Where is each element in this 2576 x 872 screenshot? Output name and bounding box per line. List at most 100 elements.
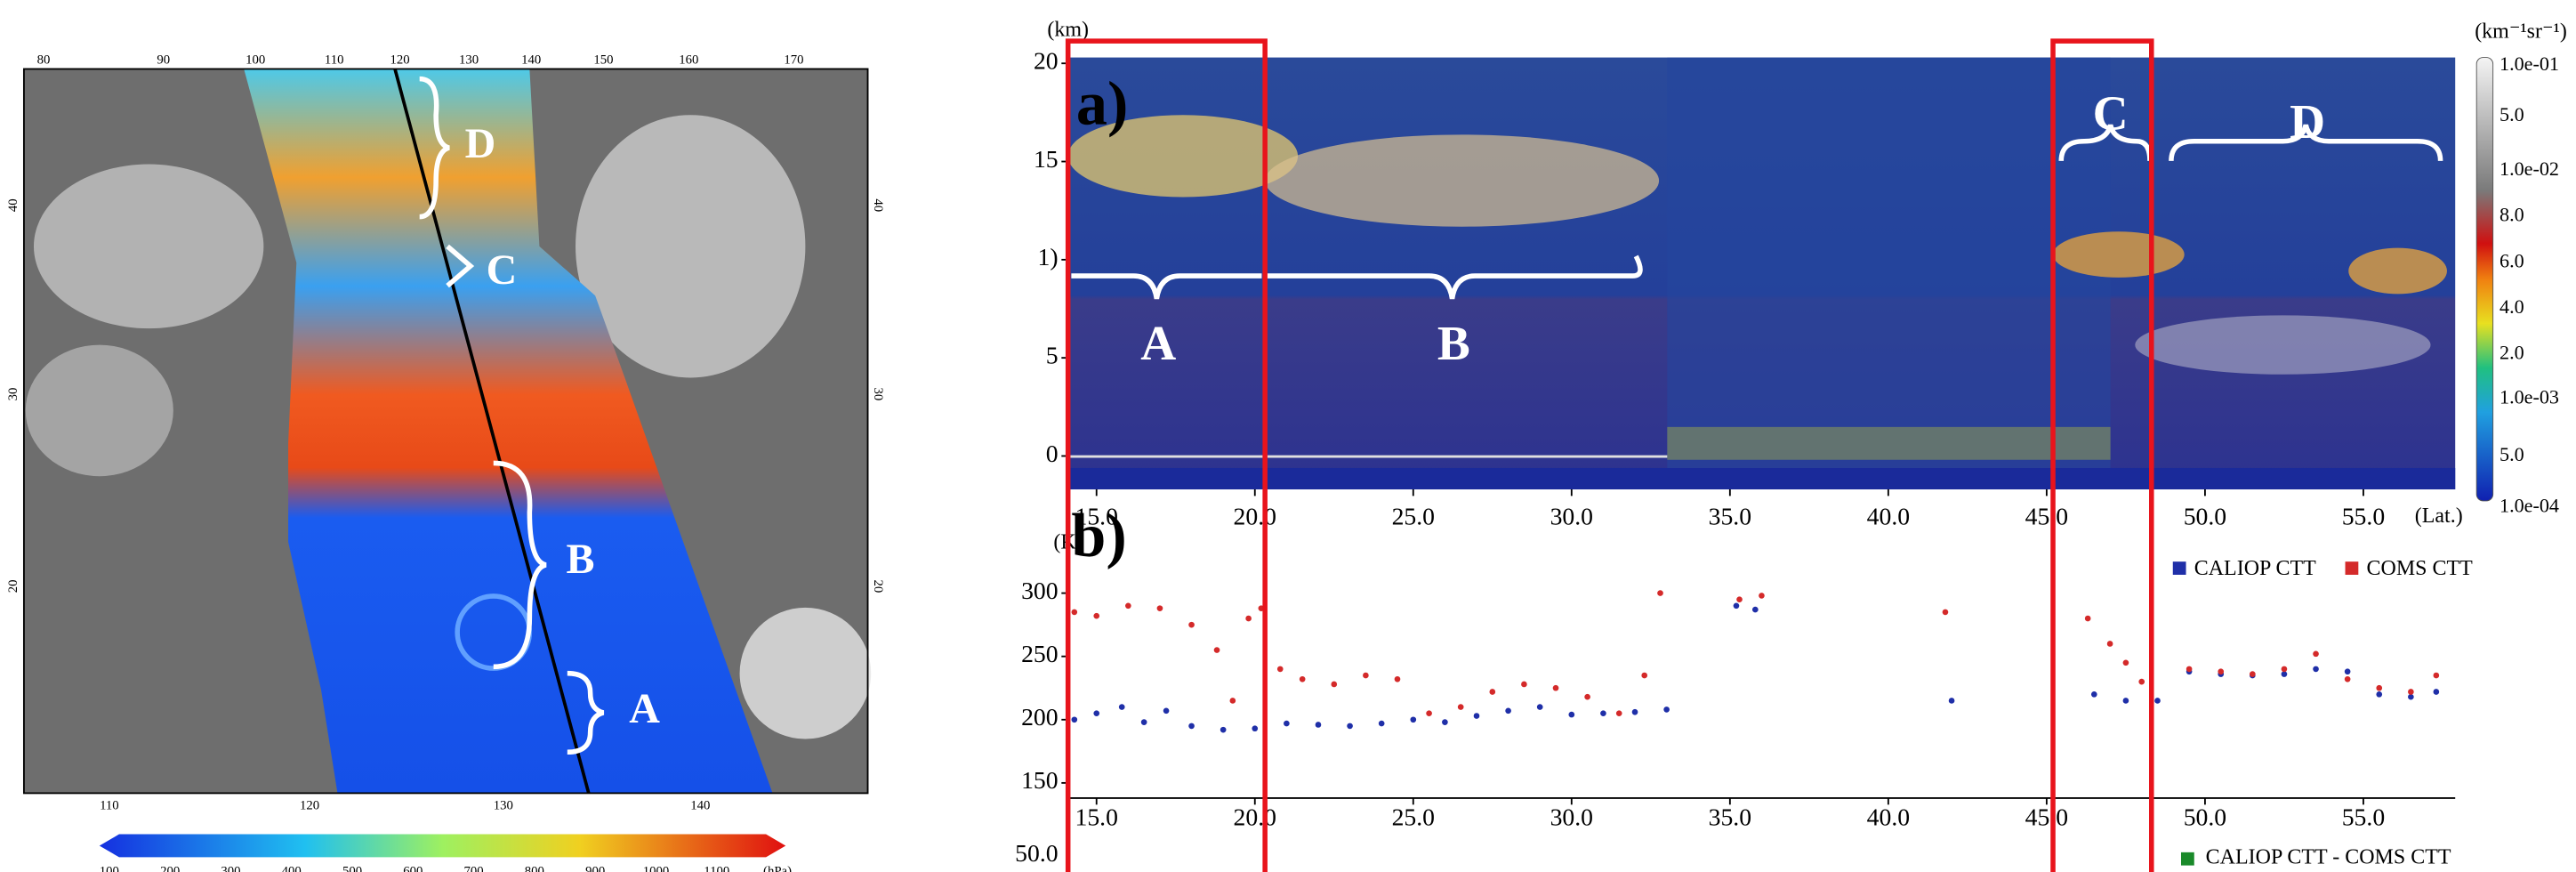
data-point: [1505, 707, 1511, 715]
data-point: [1663, 706, 1670, 713]
subsurface: [1067, 467, 2456, 489]
data-point: [1759, 593, 1765, 599]
colorbar-label: 1.0e-03: [2500, 386, 2559, 408]
data-point: [1521, 681, 1527, 688]
cloud: [25, 344, 173, 477]
brace: [1071, 254, 1643, 300]
data-point: [1213, 647, 1220, 653]
y-unit: (km): [1047, 19, 1089, 42]
data-point: [2408, 693, 2414, 700]
x-tick-label: 45.0: [2025, 803, 2068, 830]
data-point: [1733, 602, 1740, 610]
data-point: [1188, 723, 1195, 730]
data-point: [2090, 691, 2097, 698]
segment-label: A: [629, 685, 660, 732]
data-point: [2281, 671, 2288, 677]
cloud: [739, 607, 872, 739]
y-tick-label: 5: [1046, 342, 1059, 369]
data-point: [1163, 707, 1170, 715]
data-point: [2186, 666, 2193, 673]
brace: [419, 76, 450, 220]
colorbar-label: 1.0e-01: [2500, 52, 2559, 75]
pressure-colorbar: [99, 834, 786, 858]
data-point: [2122, 698, 2129, 704]
x-tick-label: 40.0: [1867, 803, 1910, 830]
data-point: [1156, 605, 1163, 611]
data-point: [1220, 726, 1227, 733]
legend-label: COMS CTT: [2367, 557, 2474, 580]
panel-a: [1067, 57, 2494, 502]
data-point: [1489, 689, 1496, 695]
data-point: [1942, 609, 1949, 616]
data-point: [2106, 641, 2113, 647]
data-point: [2344, 675, 2351, 682]
lon-tick-label: 100: [246, 53, 265, 68]
satellite-map: [22, 68, 872, 858]
highlight-box: [2050, 38, 2154, 872]
data-point: [2281, 666, 2288, 673]
lidar-region: [1667, 57, 2111, 489]
data-point: [2122, 659, 2129, 666]
y-tick-label: 1): [1038, 243, 1059, 270]
y-tick-label: 200: [1021, 703, 1059, 731]
y-tick-label: 300: [1021, 577, 1059, 604]
data-point: [1657, 590, 1663, 596]
brace: [493, 460, 547, 670]
colorbar-label: 400: [282, 864, 302, 872]
brace: [2058, 124, 2153, 162]
y-tick-label: 15: [1034, 145, 1059, 173]
data-point: [1071, 716, 1078, 723]
colorbar-unit: (km⁻¹sr⁻¹): [2475, 20, 2567, 43]
x-tick-label: 25.0: [1392, 503, 1435, 530]
lat-tick-label: 20: [6, 579, 20, 593]
x-tick-label: 30.0: [1550, 503, 1593, 530]
x-tick-label: 20.0: [1234, 503, 1276, 530]
lat-tick-label: 40: [6, 198, 20, 212]
lon-tick-label: 150: [593, 53, 613, 68]
data-point: [1410, 716, 1417, 723]
data-point: [2376, 691, 2383, 698]
lon-tick-label: 110: [325, 53, 344, 68]
data-point: [1118, 704, 1125, 710]
colorbar-label: 600: [403, 864, 423, 872]
x-tick-label: 50.0: [2184, 503, 2226, 530]
lon-tick-label: 90: [157, 53, 170, 68]
x-tick-label: 55.0: [2342, 803, 2385, 830]
segment-label: B: [567, 536, 595, 583]
lon-tick-label: 140: [521, 53, 541, 68]
data-point: [1276, 666, 1284, 673]
data-point: [1568, 711, 1575, 718]
colorbar-label: 5.0: [2500, 103, 2524, 125]
x-tick-label: 35.0: [1709, 803, 1751, 830]
data-point: [1394, 675, 1401, 682]
data-point: [2313, 650, 2319, 658]
data-point: [1536, 704, 1543, 710]
segment-label: A: [1140, 316, 1176, 370]
legend-label: CALIOP CTT - COMS CTT: [2206, 846, 2451, 869]
cloud-layer: [2135, 315, 2431, 375]
data-point: [1552, 684, 1559, 691]
legend-label: CALIOP CTT: [2194, 557, 2316, 580]
colorbar-label: 1.0e-04: [2500, 494, 2559, 516]
surface-return: [1667, 426, 2111, 460]
data-point: [1631, 708, 1638, 715]
cloud-layer: [2053, 231, 2185, 278]
colorbar-label: 500: [342, 864, 362, 872]
colorbar-label: 800: [525, 864, 544, 872]
colorbar-label: 4.0: [2500, 295, 2524, 318]
data-point: [1752, 606, 1759, 613]
y-tick-label: 150: [1021, 766, 1059, 794]
colorbar-label: 1000: [643, 864, 670, 872]
lon-tick-label: 130: [494, 799, 513, 813]
panel-label: b): [1071, 502, 1126, 570]
colorbar-label: 1100: [704, 864, 729, 872]
brace: [2169, 124, 2443, 162]
cloud-top-swath: [244, 69, 773, 794]
colorbar-label: 5.0: [2500, 443, 2524, 465]
x-tick-label: 15.0: [1075, 503, 1118, 530]
data-point: [1948, 698, 1955, 704]
x-tick-label: 40.0: [1867, 503, 1910, 530]
